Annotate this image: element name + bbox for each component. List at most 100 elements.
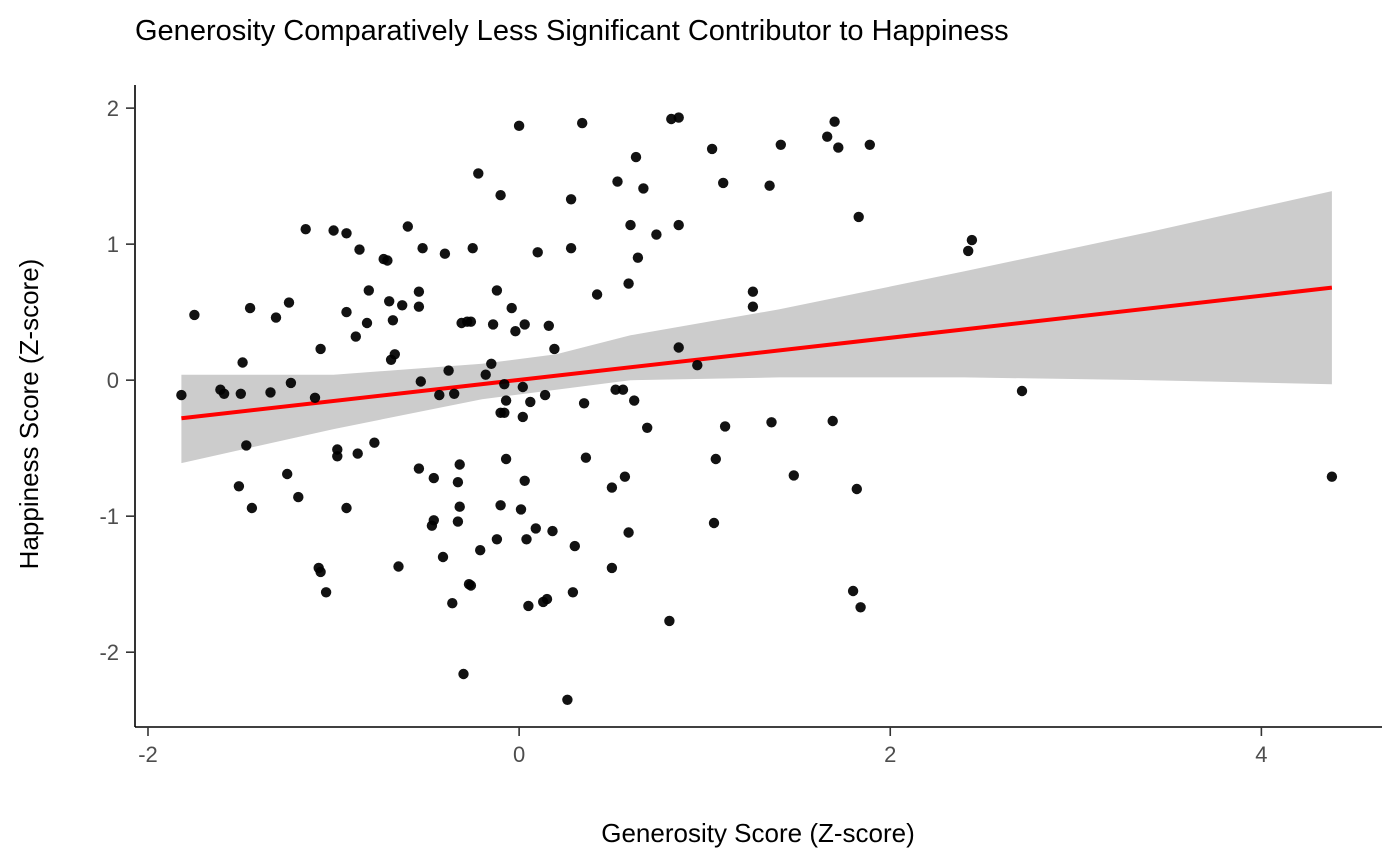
data-point xyxy=(606,562,618,574)
trend-line-layer xyxy=(181,285,1333,421)
data-point xyxy=(218,388,230,399)
data-point xyxy=(465,316,477,327)
data-point xyxy=(480,369,491,380)
y-tick-label: -2 xyxy=(99,640,119,665)
data-points-layer xyxy=(176,112,1338,705)
data-point xyxy=(413,286,425,297)
data-point xyxy=(664,615,675,627)
data-point xyxy=(851,483,862,495)
x-tick-label: 0 xyxy=(513,742,525,767)
data-point xyxy=(454,501,465,512)
data-point xyxy=(623,527,634,538)
data-point xyxy=(719,421,731,432)
data-point xyxy=(577,117,588,129)
data-point xyxy=(543,320,554,331)
data-point xyxy=(495,190,506,201)
data-point xyxy=(629,395,640,406)
data-point xyxy=(300,224,311,235)
data-point xyxy=(530,523,541,534)
data-point xyxy=(517,411,528,423)
data-point xyxy=(363,285,374,296)
data-point xyxy=(515,504,527,515)
data-point xyxy=(710,453,721,465)
data-point xyxy=(491,534,503,545)
data-point xyxy=(320,587,332,598)
data-point xyxy=(437,551,449,563)
data-point xyxy=(428,472,439,484)
confidence-band-layer xyxy=(181,191,1332,464)
data-point xyxy=(708,517,720,529)
data-point xyxy=(827,415,838,427)
data-point xyxy=(413,301,425,312)
data-point xyxy=(452,477,464,488)
data-point xyxy=(332,451,343,462)
data-point xyxy=(833,142,844,153)
data-point xyxy=(747,301,759,312)
y-tick-label: 0 xyxy=(107,368,119,393)
data-point xyxy=(241,440,252,451)
data-point xyxy=(447,598,458,609)
data-point xyxy=(499,407,510,418)
data-point xyxy=(500,395,512,406)
trend-line xyxy=(181,285,1333,421)
data-point xyxy=(521,534,532,545)
data-point xyxy=(293,491,304,503)
data-point xyxy=(397,300,408,311)
data-point xyxy=(966,234,978,246)
data-point xyxy=(788,470,799,481)
y-tick-label: -1 xyxy=(99,504,119,529)
data-point xyxy=(246,502,258,514)
data-point xyxy=(467,243,478,254)
data-point xyxy=(610,384,621,395)
data-point xyxy=(237,357,248,368)
data-point xyxy=(591,289,603,300)
data-point xyxy=(630,151,642,163)
data-point xyxy=(352,448,363,459)
data-point xyxy=(606,482,618,493)
data-point xyxy=(519,319,530,330)
data-point xyxy=(523,600,534,612)
data-point xyxy=(465,580,477,591)
data-point xyxy=(315,566,326,578)
data-point xyxy=(285,377,297,389)
data-point xyxy=(244,302,256,314)
data-point xyxy=(341,228,352,239)
data-point xyxy=(473,168,484,179)
data-point xyxy=(853,211,864,223)
data-point xyxy=(673,219,684,231)
data-point xyxy=(389,349,400,360)
data-point xyxy=(766,417,777,428)
data-point xyxy=(443,365,454,376)
data-point xyxy=(233,481,245,492)
data-point xyxy=(282,468,293,480)
data-point xyxy=(499,379,510,390)
data-point xyxy=(283,297,295,308)
data-point xyxy=(580,452,592,463)
data-point xyxy=(864,139,875,150)
data-point xyxy=(341,502,352,514)
data-point xyxy=(361,317,373,329)
data-point xyxy=(417,243,428,254)
data-point xyxy=(452,516,464,527)
data-point xyxy=(562,694,573,705)
data-point xyxy=(525,396,536,408)
data-point xyxy=(454,459,465,470)
data-point xyxy=(387,315,399,326)
data-point xyxy=(764,180,775,191)
data-point xyxy=(265,387,276,398)
data-point xyxy=(847,585,859,597)
data-point xyxy=(642,422,653,433)
data-point xyxy=(638,183,649,194)
data-point xyxy=(475,545,486,556)
data-point xyxy=(747,286,759,297)
data-point xyxy=(413,463,425,474)
y-tick-label: 1 xyxy=(107,232,119,257)
data-point xyxy=(428,515,439,526)
x-tick-label: 2 xyxy=(884,742,896,767)
data-point xyxy=(415,376,426,387)
chart-title: Generosity Comparatively Less Significan… xyxy=(135,15,1009,47)
data-point xyxy=(623,278,634,289)
data-point xyxy=(567,587,579,598)
data-point xyxy=(189,309,200,321)
